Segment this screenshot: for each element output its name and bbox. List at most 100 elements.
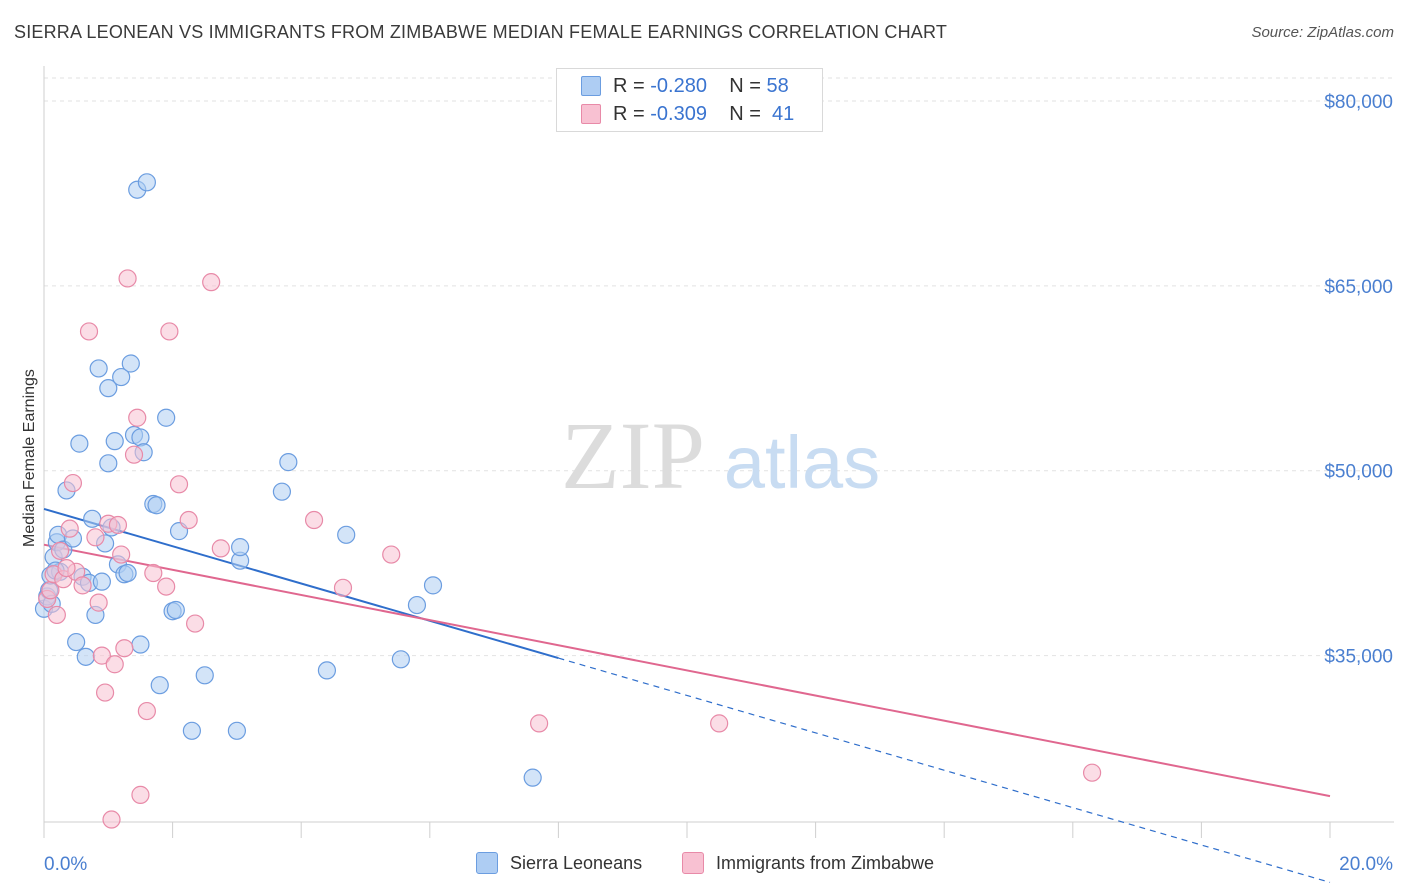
y-tick-label: $50,000 xyxy=(1324,462,1393,483)
r-label: R = xyxy=(613,74,645,97)
n-label: N = xyxy=(729,102,761,125)
point-zimbabwe xyxy=(144,563,163,583)
point-sierra-leonean xyxy=(105,432,124,451)
point-sierra-leonean xyxy=(231,538,250,557)
point-zimbabwe xyxy=(50,541,70,560)
legend-swatch-blue xyxy=(581,76,601,96)
point-zimbabwe xyxy=(57,559,76,578)
point-sierra-leonean xyxy=(317,661,337,680)
point-sierra-leonean xyxy=(157,408,176,427)
r-label: R = xyxy=(613,102,645,125)
point-sierra-leonean xyxy=(279,453,298,472)
legend-swatch-pink xyxy=(682,852,704,874)
point-sierra-leonean xyxy=(99,379,118,398)
data-points xyxy=(34,173,1102,829)
point-zimbabwe xyxy=(304,510,324,530)
y-tick-label: $65,000 xyxy=(1324,277,1393,298)
point-zimbabwe xyxy=(89,593,108,612)
point-zimbabwe xyxy=(124,445,144,464)
point-sierra-leonean xyxy=(523,768,542,787)
point-sierra-leonean xyxy=(407,595,427,615)
trend-lines xyxy=(43,507,1331,883)
point-sierra-leonean xyxy=(112,367,131,387)
legend-label: Sierra Leoneans xyxy=(510,852,643,873)
tick-labels: $80,000 $65,000 $50,000 $35,000 0.0% 20.0% xyxy=(44,92,1393,875)
y-tick-label: $35,000 xyxy=(1324,647,1393,668)
trend-line-sierra-leoneans xyxy=(43,507,559,660)
point-zimbabwe xyxy=(1082,763,1102,782)
point-zimbabwe xyxy=(79,322,99,341)
point-sierra-leonean xyxy=(227,721,246,740)
axes xyxy=(43,66,1394,838)
correlation-legend: R = -0.280 N = 58 R = -0.309 N = 41 xyxy=(556,68,823,132)
point-zimbabwe xyxy=(137,701,156,721)
legend-item-sierra-leoneans[interactable]: Sierra Leoneans xyxy=(476,852,642,874)
point-sierra-leonean xyxy=(150,676,169,695)
point-zimbabwe xyxy=(73,576,92,595)
point-zimbabwe xyxy=(710,714,729,733)
point-zimbabwe xyxy=(157,577,176,596)
point-zimbabwe xyxy=(202,273,221,292)
x-tick-label: 20.0% xyxy=(1339,854,1393,875)
point-sierra-leonean xyxy=(70,434,89,453)
n-value: 41 xyxy=(772,102,795,125)
trend-line-extrapolated xyxy=(558,657,1331,883)
r-value: -0.309 xyxy=(650,102,707,125)
point-zimbabwe xyxy=(169,475,189,494)
legend-swatch-pink xyxy=(581,104,601,124)
n-value: 58 xyxy=(766,74,789,97)
point-zimbabwe xyxy=(105,655,124,674)
point-zimbabwe xyxy=(108,515,128,535)
point-zimbabwe xyxy=(186,614,205,633)
point-sierra-leonean xyxy=(195,666,214,685)
watermark: ZIP atlas xyxy=(561,402,880,509)
point-sierra-leonean xyxy=(76,647,95,666)
chart-title: SIERRA LEONEAN VS IMMIGRANTS FROM ZIMBAB… xyxy=(14,22,948,42)
r-value: -0.280 xyxy=(650,74,707,97)
point-sierra-leonean xyxy=(423,576,443,595)
point-sierra-leonean xyxy=(137,173,156,192)
trend-line-zimbabwe xyxy=(43,543,1331,798)
point-sierra-leonean xyxy=(92,572,111,591)
source-label: Source: ZipAtlas.com xyxy=(1251,24,1394,41)
point-sierra-leonean xyxy=(391,650,410,669)
point-sierra-leonean xyxy=(147,496,166,515)
legend-label: Immigrants from Zimbabwe xyxy=(716,852,935,873)
point-zimbabwe xyxy=(131,785,150,804)
point-zimbabwe xyxy=(47,605,66,625)
point-sierra-leonean xyxy=(131,428,150,447)
y-tick-label: $80,000 xyxy=(1324,92,1393,113)
point-sierra-leonean xyxy=(83,509,102,528)
point-sierra-leonean xyxy=(121,354,140,373)
point-sierra-leonean xyxy=(67,632,86,652)
x-tick-label: 0.0% xyxy=(44,854,87,875)
point-zimbabwe xyxy=(112,545,131,564)
point-sierra-leonean xyxy=(272,482,292,501)
point-zimbabwe xyxy=(86,528,105,547)
point-zimbabwe xyxy=(530,714,549,733)
point-zimbabwe xyxy=(115,639,134,658)
point-zimbabwe xyxy=(128,408,147,427)
point-sierra-leonean xyxy=(99,454,118,473)
point-zimbabwe xyxy=(92,646,111,665)
watermark-atlas: atlas xyxy=(724,421,880,504)
legend-item-zimbabwe[interactable]: Immigrants from Zimbabwe xyxy=(682,852,934,874)
point-sierra-leonean xyxy=(131,635,150,654)
n-label: N = xyxy=(729,74,761,97)
point-zimbabwe xyxy=(102,810,121,829)
legend-swatch-blue xyxy=(476,852,498,874)
point-zimbabwe xyxy=(211,539,230,558)
point-zimbabwe xyxy=(63,473,83,493)
point-sierra-leonean xyxy=(166,600,185,620)
point-zimbabwe xyxy=(179,510,198,530)
watermark-zip: ZIP xyxy=(561,402,705,509)
point-zimbabwe xyxy=(382,545,401,564)
point-sierra-leonean xyxy=(337,525,356,544)
point-sierra-leonean xyxy=(182,721,201,740)
point-zimbabwe xyxy=(95,683,115,702)
point-zimbabwe xyxy=(60,519,79,538)
point-zimbabwe xyxy=(333,578,353,597)
point-sierra-leonean xyxy=(118,563,137,583)
point-sierra-leonean xyxy=(89,359,108,378)
